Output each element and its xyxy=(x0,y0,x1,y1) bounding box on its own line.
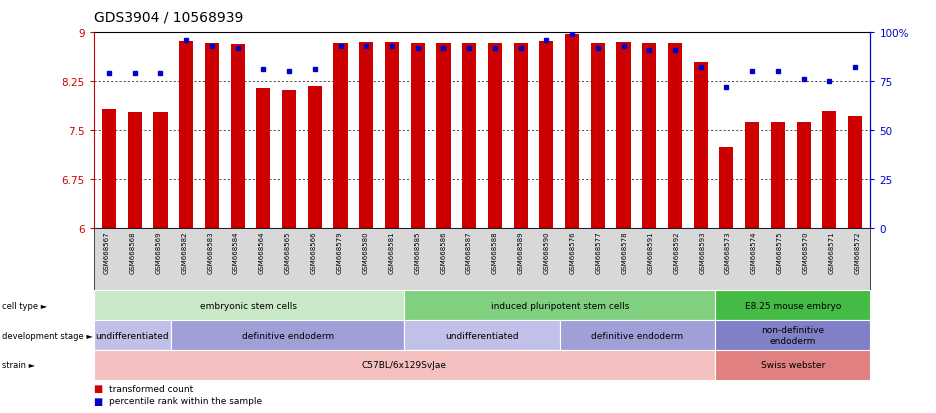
Text: GSM668572: GSM668572 xyxy=(855,231,860,273)
Text: GSM668565: GSM668565 xyxy=(285,231,291,273)
Text: strain ►: strain ► xyxy=(2,361,35,370)
Bar xyxy=(720,147,734,229)
Text: GSM668584: GSM668584 xyxy=(233,231,239,273)
Bar xyxy=(308,87,322,229)
Text: GSM668582: GSM668582 xyxy=(182,231,187,273)
Bar xyxy=(539,42,553,229)
Bar xyxy=(385,43,399,229)
Bar xyxy=(771,123,785,229)
Text: GSM668593: GSM668593 xyxy=(699,231,705,273)
Bar xyxy=(102,110,116,229)
Bar xyxy=(230,45,244,229)
Text: GSM668575: GSM668575 xyxy=(777,231,782,273)
Text: GSM668579: GSM668579 xyxy=(337,231,343,273)
Bar xyxy=(411,44,425,229)
Bar xyxy=(127,113,142,229)
Text: cell type ►: cell type ► xyxy=(2,301,47,310)
Bar xyxy=(565,35,579,229)
Text: GSM668571: GSM668571 xyxy=(828,231,835,273)
Text: definitive endoderm: definitive endoderm xyxy=(592,331,683,340)
Text: GSM668581: GSM668581 xyxy=(388,231,394,273)
Text: undifferentiated: undifferentiated xyxy=(446,331,519,340)
Text: percentile rank within the sample: percentile rank within the sample xyxy=(109,396,262,405)
Text: ■: ■ xyxy=(94,396,103,406)
Bar xyxy=(282,90,296,229)
Bar xyxy=(154,113,168,229)
Bar xyxy=(694,62,708,229)
Bar xyxy=(591,44,605,229)
Text: GSM668570: GSM668570 xyxy=(803,231,809,273)
Text: GSM668586: GSM668586 xyxy=(440,231,446,273)
Bar xyxy=(514,44,528,229)
Text: GSM668583: GSM668583 xyxy=(207,231,213,273)
Bar xyxy=(359,43,373,229)
Text: E8.25 mouse embryo: E8.25 mouse embryo xyxy=(745,301,841,310)
Text: ■: ■ xyxy=(94,383,103,393)
Bar xyxy=(179,42,193,229)
Text: definitive endoderm: definitive endoderm xyxy=(241,331,334,340)
Bar xyxy=(256,88,271,229)
Bar xyxy=(822,112,837,229)
Bar xyxy=(745,123,759,229)
Text: GSM668585: GSM668585 xyxy=(415,231,420,273)
Text: GSM668590: GSM668590 xyxy=(544,231,549,273)
Text: induced pluripotent stem cells: induced pluripotent stem cells xyxy=(490,301,629,310)
Bar xyxy=(205,44,219,229)
Text: GSM668566: GSM668566 xyxy=(311,231,316,273)
Text: Swiss webster: Swiss webster xyxy=(761,361,825,370)
Bar xyxy=(642,44,656,229)
Text: GSM668576: GSM668576 xyxy=(570,231,576,273)
Text: GSM668589: GSM668589 xyxy=(518,231,524,273)
Bar xyxy=(488,44,502,229)
Text: undifferentiated: undifferentiated xyxy=(95,331,169,340)
Text: GSM668591: GSM668591 xyxy=(648,231,653,273)
Text: GSM668567: GSM668567 xyxy=(104,231,110,273)
Text: GSM668587: GSM668587 xyxy=(466,231,472,273)
Text: GSM668573: GSM668573 xyxy=(725,231,731,273)
Text: transformed count: transformed count xyxy=(109,384,193,393)
Bar xyxy=(848,116,862,229)
Bar xyxy=(333,44,347,229)
Text: GSM668588: GSM668588 xyxy=(492,231,498,273)
Text: GSM668592: GSM668592 xyxy=(673,231,680,273)
Text: GSM668577: GSM668577 xyxy=(595,231,602,273)
Text: GSM668569: GSM668569 xyxy=(155,231,161,273)
Bar xyxy=(462,44,476,229)
Text: GSM668564: GSM668564 xyxy=(259,231,265,273)
Bar xyxy=(436,44,450,229)
Text: GSM668580: GSM668580 xyxy=(362,231,369,273)
Text: GSM668568: GSM668568 xyxy=(129,231,136,273)
Bar xyxy=(797,123,811,229)
Text: GDS3904 / 10568939: GDS3904 / 10568939 xyxy=(94,10,243,24)
Text: GSM668574: GSM668574 xyxy=(751,231,757,273)
Bar xyxy=(617,43,631,229)
Text: embryonic stem cells: embryonic stem cells xyxy=(200,301,298,310)
Bar xyxy=(668,44,682,229)
Text: development stage ►: development stage ► xyxy=(2,331,93,340)
Text: GSM668578: GSM668578 xyxy=(622,231,627,273)
Text: non-definitive
endoderm: non-definitive endoderm xyxy=(761,326,825,345)
Text: C57BL/6x129SvJae: C57BL/6x129SvJae xyxy=(362,361,446,370)
